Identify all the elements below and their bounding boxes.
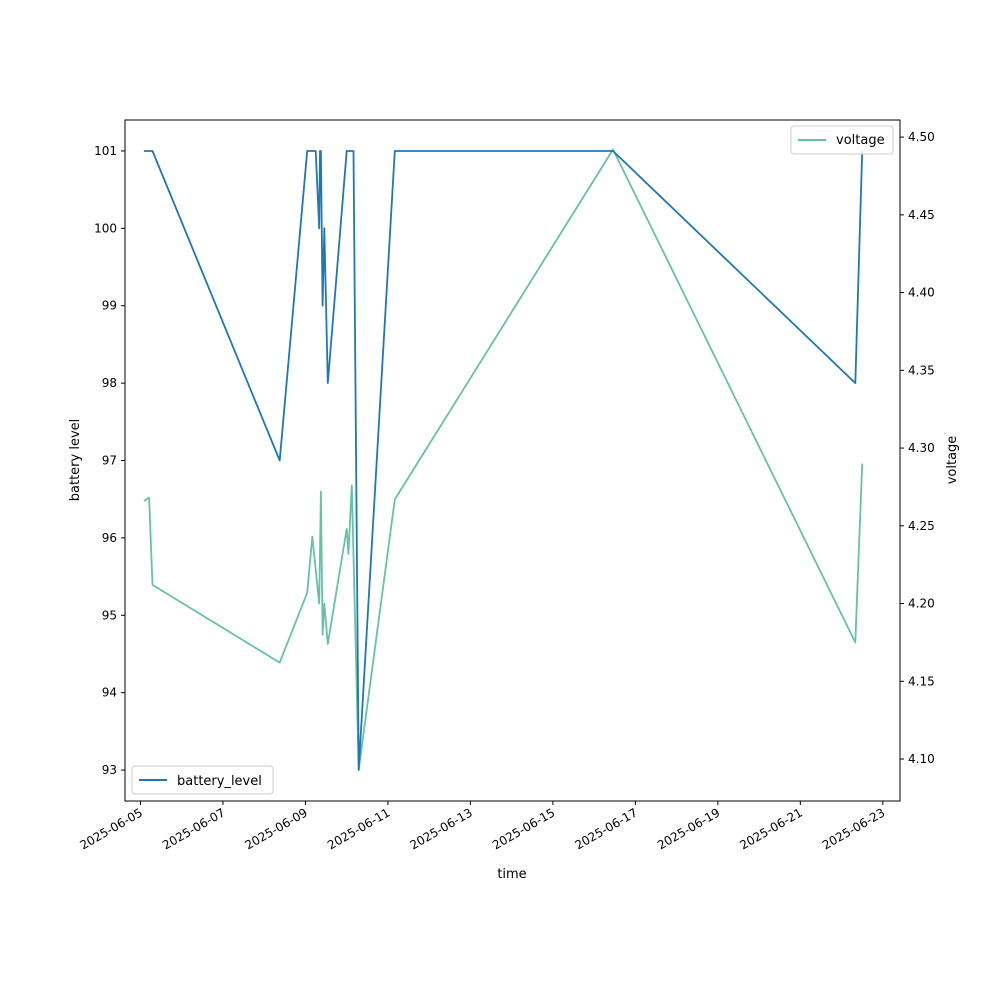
y2-axis-title: voltage <box>945 436 960 485</box>
y-tick-label: 99 <box>102 299 117 313</box>
legend-label-voltage: voltage <box>836 133 885 148</box>
y2-tick-label: 4.10 <box>908 752 935 766</box>
y2-tick-label: 4.20 <box>908 597 935 611</box>
legend-box <box>790 125 894 155</box>
legend-battery-level: battery_level <box>131 765 274 795</box>
y-tick-label: 98 <box>102 376 117 390</box>
y-axis-right: 4.10 4.15 4.20 4.25 4.30 4.35 4.40 4.45 4.50 <box>900 130 935 766</box>
y-axis-title: battery level <box>68 419 83 502</box>
y2-tick-label: 4.15 <box>908 674 935 688</box>
y-tick-label: 95 <box>102 608 117 622</box>
y2-tick-label: 4.45 <box>908 208 935 222</box>
series-line-voltage <box>143 148 864 771</box>
y2-tick-label: 4.25 <box>908 519 935 533</box>
x-axis-title: time <box>497 867 526 882</box>
y-tick-label: 100 <box>94 221 117 235</box>
y2-tick-label: 4.40 <box>908 286 935 300</box>
series-layer <box>143 148 864 771</box>
y-axis-left: 93 94 95 96 97 98 99 100 101 <box>94 144 125 777</box>
legend-voltage: voltage <box>790 125 894 155</box>
legend-label-battery-level: battery_level <box>177 774 262 789</box>
y2-tick-label: 4.35 <box>908 363 935 377</box>
y-tick-label: 96 <box>102 531 117 545</box>
legend-box <box>131 765 274 795</box>
series-line-battery-level <box>143 150 864 771</box>
y-tick-label: 101 <box>94 144 117 158</box>
y2-tick-label: 4.30 <box>908 441 935 455</box>
y-tick-label: 93 <box>102 763 117 777</box>
y2-tick-label: 4.50 <box>908 130 935 144</box>
y-tick-label: 97 <box>102 454 117 468</box>
y-tick-label: 94 <box>102 686 117 700</box>
